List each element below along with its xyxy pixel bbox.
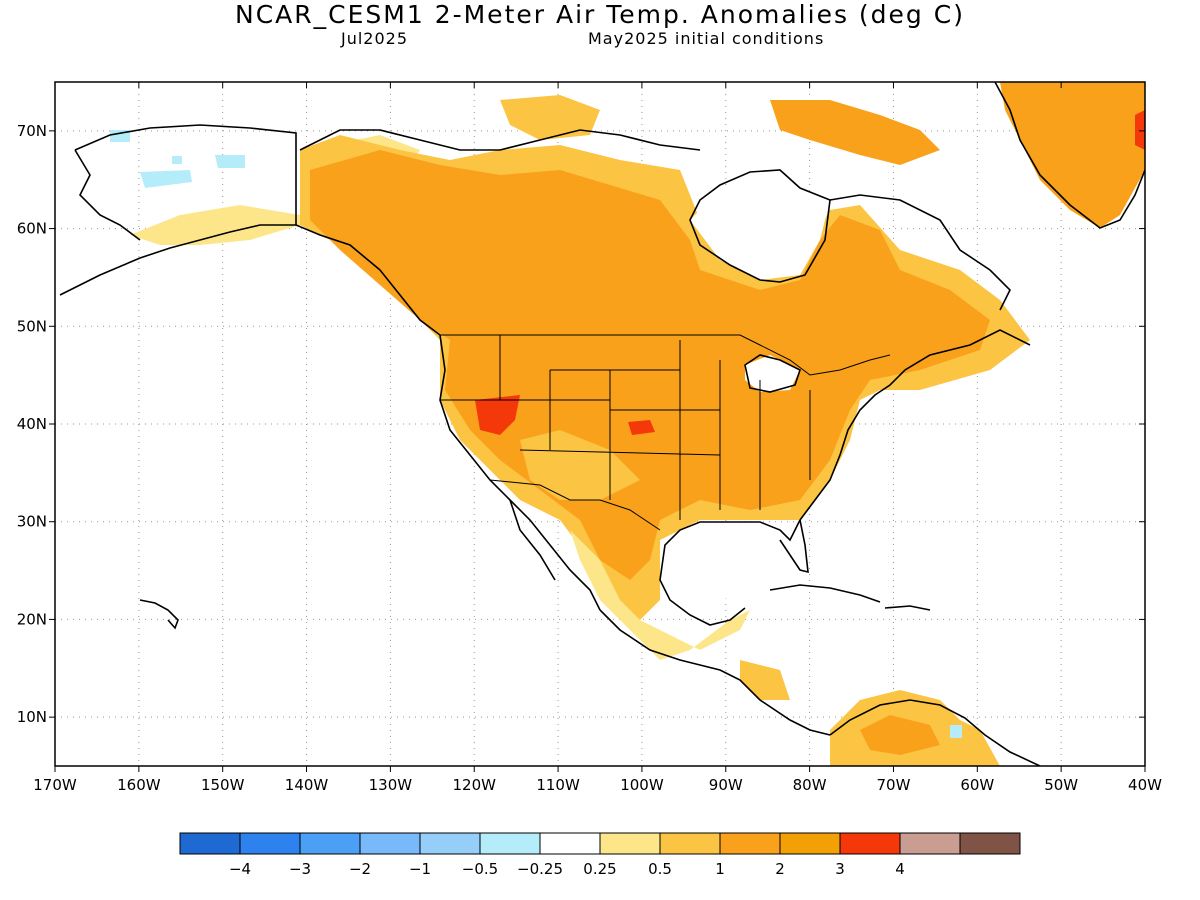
colorbar-swatch [479,832,541,855]
great-lakes-gap [745,355,800,392]
colorbar-label: −0.5 [462,860,498,878]
coast-south-america [829,699,1041,766]
anomaly-region-arctic-islands [770,100,940,165]
colorbar-swatch [359,832,421,855]
y-tick-label: 10N [17,708,47,726]
y-tick-label: 40N [17,415,47,433]
coast-greenland [994,82,1145,229]
colorbar-swatch [239,832,301,855]
colorbar-label: 0.25 [583,860,616,878]
coast-mexico-west [599,609,831,736]
colorbar-label: −0.25 [517,860,563,878]
x-tick-label: 170W [33,776,77,794]
colorbar-swatch [719,832,781,855]
coast-florida [779,519,809,574]
x-tick-label: 130W [369,776,413,794]
map-axes: 170W 160W 150W 140W 130W 120W 110W 100W 90W 80W 70… [17,82,1162,794]
anomaly-neg-south-america [950,725,962,738]
anomaly-neg-alaska-4 [172,156,182,164]
y-tick-label: 50N [17,317,47,335]
x-tick-label: 100W [620,776,664,794]
colorbar-label: 3 [835,860,845,878]
colorbar-swatch [419,832,481,855]
coast-hawaii [139,599,179,630]
colorbar-label: −4 [229,860,251,878]
anomaly-region-greenland-hot [1135,110,1145,150]
colorbar-label: 4 [895,860,905,878]
coastlines [59,82,1145,766]
coast-cuba [769,584,881,603]
x-tick-label: 50W [1044,776,1078,794]
y-tick-label: 70N [17,122,47,140]
anomaly-hotspot-plains [628,420,655,435]
colorbar-label: −2 [349,860,371,878]
coast-hispaniola [884,605,931,611]
anomaly-neg-alaska-1 [140,170,192,188]
init-conditions-label: May2025 initial conditions [588,29,825,48]
valid-month-label: Jul2025 [341,29,409,48]
coast-great-lakes [744,354,801,393]
coast-hudson-bay [689,169,831,283]
colorbar-label: 1 [715,860,725,878]
colorbar-swatch [899,832,961,855]
anomaly-shading [110,82,1145,766]
coast-baja [509,499,556,581]
y-tick-label: 30N [17,513,47,531]
x-tick-label: 90W [709,776,743,794]
anomaly-region-core [310,150,990,580]
political-borders [440,334,891,531]
colorbar-swatch [599,832,661,855]
x-tick-label: 140W [285,776,329,794]
coast-us-east [799,329,1031,521]
x-tick-label: 120W [452,776,496,794]
anomaly-region-venezuela [860,715,940,755]
colorbar: −4 −3 −2 −1 −0.5 −0.25 0.25 0.5 1 2 3 4 [179,832,1021,878]
y-tick-label: 60N [17,220,47,238]
colorbar-swatch [539,832,601,855]
border-states-1 [440,335,811,520]
colorbar-swatch [299,832,361,855]
anomaly-region-mexico [570,530,750,660]
x-tick-label: 60W [960,776,994,794]
coast-gulf [659,519,801,626]
colorbar-label: −1 [409,860,431,878]
hudson-bay-gap [690,170,830,280]
colorbar-label: 2 [775,860,785,878]
x-tick-label: 110W [536,776,580,794]
coast-arctic [299,129,701,151]
colorbar-label: 0.5 [648,860,672,878]
y-tick-label: 20N [17,610,47,628]
anomaly-hotspot-great-basin [475,395,520,435]
anomaly-neg-alaska-2 [215,155,245,168]
x-tick-label: 80W [793,776,827,794]
colorbar-swatch [839,832,901,855]
map-title: NCAR_CESM1 2-Meter Air Temp. Anomalies (… [235,0,965,29]
colorbar-label: −3 [289,860,311,878]
colorbar-swatch [659,832,721,855]
gulf-of-mexico-gap [665,525,800,600]
border-us-mexico [489,479,661,531]
anomaly-region-arctic-islands-2 [500,95,600,140]
coast-alaska-west [74,149,141,241]
map-content [55,82,1145,766]
x-tick-label: 150W [201,776,245,794]
anomaly-region-greenland [1000,82,1145,228]
x-tick-label: 40W [1128,776,1162,794]
x-tick-label: 160W [117,776,161,794]
coast-alaska-south [59,224,296,296]
border-us-canada [440,334,891,376]
colorbar-swatch [179,832,241,855]
x-tick-label: 70W [877,776,911,794]
colorbar-swatch [779,832,841,855]
coast-labrador [829,194,1011,311]
colorbar-swatch [959,832,1021,855]
coast-us-west [439,334,601,611]
anomaly-region-central-america [740,660,790,700]
